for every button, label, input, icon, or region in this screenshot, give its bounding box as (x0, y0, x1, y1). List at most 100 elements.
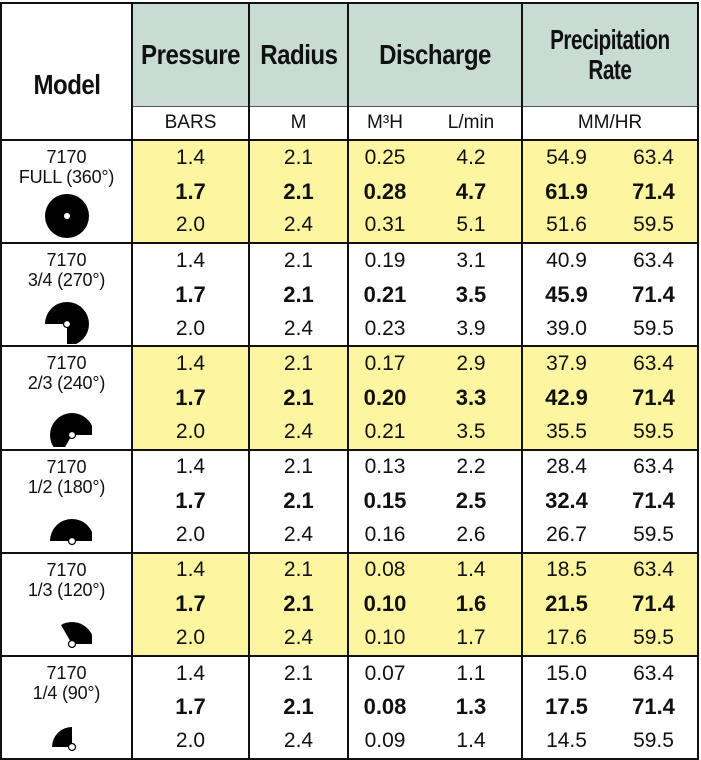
cell-pressure: 2.0 (131, 415, 250, 451)
model-cell: 7170 2/3 (240°) (0, 345, 133, 451)
unit-radius: M (248, 106, 349, 141)
model-arc-label: 1/4 (90°) (32, 682, 101, 703)
model-cell: 7170 1/2 (180°) (0, 448, 133, 554)
cell-discharge-lmin: 1.3 (421, 690, 523, 725)
cell-discharge-lmin: 2.2 (421, 449, 523, 484)
cell-radius: 2.1 (248, 655, 349, 691)
header-discharge: Discharge (347, 2, 523, 107)
cell-precip-a: 37.9 (521, 346, 610, 381)
cell-discharge-m3h: 0.10 (347, 587, 421, 622)
cell-precip-b: 71.4 (610, 380, 700, 416)
cell-pressure: 2.0 (131, 518, 250, 554)
cell-discharge-lmin: 1.4 (421, 724, 523, 760)
table-row: 7170 3/4 (270°) 1.4 2.1 0.19 3.1 40.9 63.4 (0, 242, 700, 348)
cell-precip-b: 71.4 (610, 690, 700, 725)
model-cell: 7170 FULL (360°) (0, 138, 133, 245)
cell-pressure: 1.4 (131, 449, 250, 484)
cell-precip-b: 59.5 (610, 621, 700, 657)
model-group: 7170 1/3 (120°) 1.4 2.1 0.08 1.4 18.5 63.4 1.7 2.… (0, 551, 700, 657)
cell-discharge-lmin: 2.6 (421, 518, 523, 554)
cell-pressure: 2.0 (131, 208, 250, 245)
cell-radius: 2.1 (248, 346, 349, 381)
cell-precip-b: 59.5 (610, 208, 700, 245)
cell-pressure: 1.4 (131, 552, 250, 588)
cell-pressure: 2.0 (131, 724, 250, 760)
cell-radius: 2.4 (248, 311, 349, 348)
model-number: 7170 (46, 147, 87, 167)
model-group: 7170 1/2 (180°) 1.4 2.1 0.13 2.2 28.4 63.4 1.7 2.… (0, 448, 700, 554)
cell-discharge-lmin: 5.1 (421, 208, 523, 245)
table-row: 2.0 2.4 0.09 1.4 14.5 59.5 (1, 724, 700, 760)
model-arc-label: 2/3 (240°) (27, 373, 106, 394)
quarter-arc-icon (51, 726, 76, 751)
model-number: 7170 (46, 559, 87, 580)
cell-pressure: 1.4 (131, 655, 250, 691)
table-row: 1.7 2.1 0.20 3.3 42.9 71.4 (1, 380, 700, 416)
cell-radius: 2.1 (248, 380, 349, 416)
cell-radius: 2.1 (248, 449, 349, 484)
cell-radius: 2.1 (248, 277, 349, 312)
cell-precip-a: 18.5 (521, 552, 610, 588)
header-radius: Radius (248, 2, 349, 107)
model-group: 7170 2/3 (240°) 1.4 2.1 0.17 2.9 37.9 63.4 1.7 2.… (0, 345, 700, 451)
cell-precip-b: 71.4 (610, 174, 700, 209)
cell-radius: 2.4 (248, 415, 349, 451)
cell-discharge-lmin: 3.5 (421, 415, 523, 451)
cell-pressure: 1.7 (131, 380, 250, 416)
cell-precip-a: 61.9 (521, 174, 610, 209)
cell-precip-b: 63.4 (610, 655, 700, 691)
table-row: 2.0 2.4 0.10 1.7 17.6 59.5 (1, 621, 700, 657)
cell-precip-b: 71.4 (610, 277, 700, 312)
table-row: 1.7 2.1 0.08 1.3 17.5 71.4 (1, 690, 700, 725)
model-number: 7170 (46, 353, 87, 374)
model-group: 7170 FULL (360°) 1.4 2.1 0.25 4.2 54.9 63.4 1.7 2… (0, 138, 700, 245)
cell-precip-a: 17.6 (521, 621, 610, 657)
table-row: 2.0 2.4 0.16 2.6 26.7 59.5 (1, 518, 700, 554)
cell-pressure: 1.7 (131, 483, 250, 519)
three-quarter-arc-icon (44, 302, 89, 345)
cell-discharge-lmin: 2.9 (421, 346, 523, 381)
cell-precip-a: 14.5 (521, 724, 610, 760)
model-number: 7170 (46, 662, 87, 683)
table-row: 2.0 2.4 0.23 3.9 39.0 59.5 (1, 311, 700, 348)
model-group: 7170 3/4 (270°) 1.4 2.1 0.19 3.1 40.9 63.4 1.7 2.… (0, 242, 700, 348)
cell-precip-a: 45.9 (521, 277, 610, 312)
cell-discharge-m3h: 0.10 (347, 621, 421, 657)
cell-radius: 2.1 (248, 587, 349, 622)
cell-precip-b: 63.4 (610, 552, 700, 588)
unit-precipitation: MM/HR (520, 106, 700, 141)
model-number: 7170 (46, 456, 87, 477)
cell-discharge-m3h: 0.25 (347, 140, 421, 175)
cell-precip-b: 63.4 (610, 243, 700, 278)
cell-precip-a: 17.5 (521, 690, 610, 725)
unit-discharge-lmin: L/min (421, 106, 523, 141)
header-model: Model (0, 2, 133, 141)
unit-discharge-m3h: M³H (347, 106, 421, 141)
cell-pressure: 1.4 (131, 140, 250, 175)
cell-precip-b: 63.4 (610, 346, 700, 381)
cell-discharge-lmin: 1.7 (421, 621, 523, 657)
cell-precip-b: 71.4 (610, 587, 700, 622)
cell-precip-a: 35.5 (521, 415, 610, 451)
model-cell: 7170 1/3 (120°) (0, 551, 133, 657)
model-arc-label: 1/3 (120°) (27, 579, 106, 600)
model-arc-label: FULL (360°) (18, 167, 115, 187)
cell-pressure: 1.7 (131, 277, 250, 312)
cell-discharge-m3h: 0.20 (347, 380, 421, 416)
cell-precip-a: 15.0 (521, 655, 610, 691)
cell-discharge-lmin: 1.4 (421, 552, 523, 588)
cell-discharge-lmin: 3.3 (421, 380, 523, 416)
cell-radius: 2.1 (248, 552, 349, 588)
cell-radius: 2.1 (248, 140, 349, 175)
two-thirds-arc-icon (49, 413, 92, 448)
model-arc-label: 3/4 (270°) (27, 270, 106, 291)
cell-discharge-m3h: 0.07 (347, 655, 421, 691)
model-cell: 7170 3/4 (270°) (0, 242, 133, 348)
one-third-arc-icon (60, 621, 92, 648)
cell-pressure: 1.7 (131, 174, 250, 209)
cell-discharge-m3h: 0.16 (347, 518, 421, 554)
model-group: 7170 1/4 (90°) 1.4 2.1 0.07 1.1 15.0 63.4 1.7 2.1… (0, 654, 700, 760)
header-precipitation-rate: Precipitation Rate (520, 2, 700, 107)
cell-precip-a: 42.9 (521, 380, 610, 416)
